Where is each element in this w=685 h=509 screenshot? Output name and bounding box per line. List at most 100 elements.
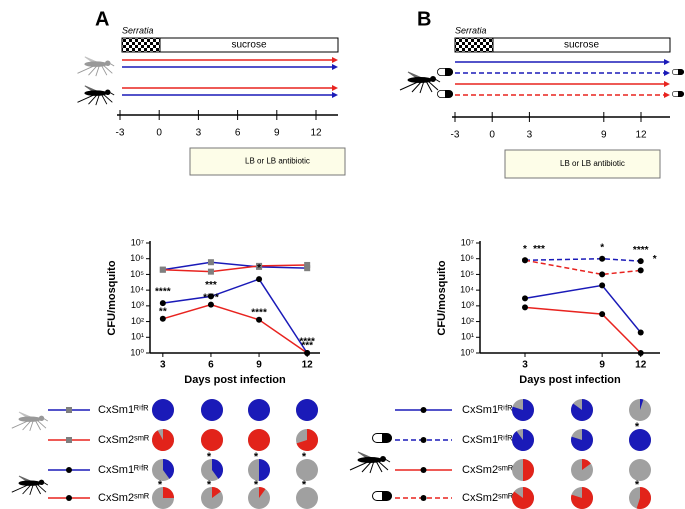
series-line (524, 259, 641, 276)
pie-slice (571, 487, 594, 509)
legend-label: CxSm1ᴿⁱᶠᴿ (462, 404, 513, 416)
series-line (162, 278, 308, 354)
pie-star: * (302, 479, 307, 491)
sucrose-label: sucrose (231, 40, 266, 51)
time-tick-label: 3 (196, 128, 202, 139)
legend-marker (66, 467, 72, 473)
pie-rest (629, 459, 651, 481)
point (637, 350, 644, 356)
pie-star: * (635, 479, 640, 491)
serratia-label: Serratia (455, 25, 487, 35)
x-tick-label: 9 (256, 360, 262, 371)
point (637, 329, 644, 336)
serratia-label: Serratia (122, 25, 154, 35)
serratia-period (121, 37, 161, 53)
y-tick-label: 10⁴ (460, 285, 474, 295)
point (256, 276, 263, 283)
y-tick-label: 10⁷ (461, 237, 474, 247)
legend-label: CxSm2ˢᵐᴿ (462, 464, 513, 476)
serratia-period (454, 37, 494, 53)
significance: *** (533, 244, 545, 255)
point (256, 262, 263, 269)
y-tick-label: 10² (131, 316, 144, 326)
y-tick-label: 10⁵ (460, 269, 474, 279)
pie-slice (571, 399, 594, 422)
pie-slice (201, 429, 223, 451)
point (207, 268, 214, 275)
significance: * (523, 244, 527, 255)
pie-star: * (158, 479, 163, 491)
arrow-head (664, 59, 670, 65)
significance: * (257, 263, 261, 274)
time-tick-label: 3 (527, 130, 533, 141)
pie-star: * (207, 451, 212, 463)
x-axis-label: Days post infection (184, 374, 286, 386)
x-tick-label: 12 (302, 360, 314, 371)
significance: ** (159, 306, 167, 317)
legend-marker (66, 407, 72, 413)
pie-slice (212, 459, 224, 479)
point (599, 271, 606, 278)
pie-star: * (254, 479, 259, 491)
pie-slice (259, 459, 270, 481)
arrow-head (332, 92, 338, 98)
significance: * (653, 254, 657, 265)
legend-marker (420, 407, 427, 413)
legend-marker (66, 495, 72, 501)
pie-slice (512, 429, 535, 451)
plate-label: LB or LB antibiotic (560, 159, 625, 168)
series-line (524, 306, 642, 354)
pie-slice (512, 487, 534, 509)
plate-label: LB or LB antibiotic (245, 157, 310, 166)
point (599, 282, 606, 289)
point (159, 315, 166, 322)
point (159, 300, 166, 307)
time-tick-label: 0 (489, 130, 495, 141)
legend-label: CxSm1ᴿⁱᶠᴿ (98, 404, 149, 416)
point (207, 259, 214, 266)
sucrose-period (492, 37, 671, 53)
pie-slice (212, 487, 221, 498)
arrow-head (332, 85, 338, 91)
pie-slice (163, 487, 174, 498)
y-tick-label: 10⁶ (130, 253, 144, 263)
point (304, 350, 311, 356)
point (522, 295, 528, 302)
point (159, 266, 166, 273)
legend-label: CxSm1ᴿⁱᶠᴿ (462, 434, 513, 446)
y-tick-label: 10² (461, 316, 474, 326)
y-tick-label: 10⁷ (131, 237, 144, 247)
y-axis-label: CFU/mosquito (106, 260, 118, 335)
significance: **** (251, 307, 267, 318)
arrow-head (664, 92, 670, 98)
pie-slice (523, 459, 534, 481)
pie-slice (636, 487, 652, 509)
y-axis-label: CFU/mosquito (436, 260, 448, 335)
sucrose-label: sucrose (564, 40, 599, 51)
significance: *** (301, 341, 313, 352)
time-tick-label: 12 (635, 130, 647, 141)
y-tick-label: 10¹ (131, 332, 144, 342)
series-line (162, 261, 308, 271)
legend-marker (420, 437, 427, 443)
point (637, 258, 644, 265)
pie-star: * (254, 451, 259, 463)
arrow-head (332, 64, 338, 70)
series-line (524, 257, 641, 262)
pie-star: * (302, 451, 307, 463)
pie-star: * (635, 421, 640, 433)
x-tick-label: 3 (160, 360, 166, 371)
sucrose-period (159, 37, 339, 53)
pie-slice (259, 487, 266, 498)
pie-rest (296, 459, 318, 481)
point (599, 255, 606, 262)
significance: **** (155, 287, 171, 298)
series-line (162, 264, 308, 273)
y-tick-label: 10⁴ (130, 285, 144, 295)
panel-label: A (95, 8, 109, 30)
y-tick-label: 10⁵ (130, 269, 144, 279)
point (304, 265, 311, 272)
pie-slice (248, 429, 270, 451)
y-tick-label: 10⁶ (460, 253, 474, 263)
